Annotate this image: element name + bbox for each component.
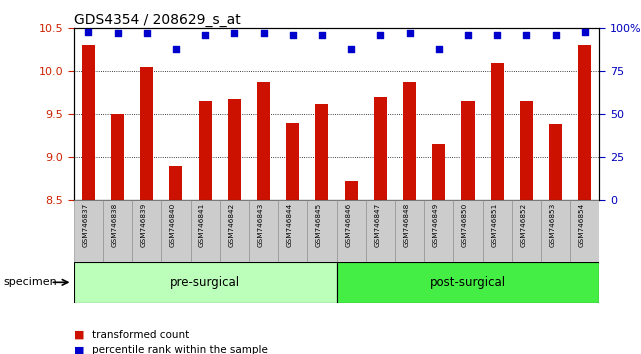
Point [492, 32, 503, 38]
Point [112, 31, 122, 36]
Point [83, 29, 94, 35]
Bar [162, 200, 190, 262]
Text: GSM746843: GSM746843 [258, 203, 263, 247]
Text: post-surgical: post-surgical [430, 276, 506, 289]
Bar [432, 144, 445, 200]
Bar [345, 181, 358, 200]
Text: GSM746851: GSM746851 [491, 203, 497, 247]
Point [288, 32, 298, 38]
Bar [453, 200, 483, 262]
Text: pre-surgical: pre-surgical [170, 276, 240, 289]
Point [317, 32, 327, 38]
Bar [337, 200, 366, 262]
Point [375, 32, 385, 38]
Text: GSM746838: GSM746838 [112, 203, 117, 247]
Point [200, 32, 210, 38]
Text: GSM746854: GSM746854 [579, 203, 585, 247]
Point [171, 46, 181, 52]
Bar [578, 45, 591, 200]
Bar [74, 200, 103, 262]
Text: GSM746849: GSM746849 [433, 203, 438, 247]
Point [521, 32, 531, 38]
Point [404, 31, 415, 36]
Point [579, 29, 590, 35]
Bar [570, 200, 599, 262]
Text: GSM746842: GSM746842 [228, 203, 235, 247]
Bar [337, 262, 599, 303]
Bar [483, 200, 512, 262]
Bar [132, 200, 162, 262]
Bar [395, 200, 424, 262]
Text: ■: ■ [74, 346, 84, 354]
Bar [512, 200, 541, 262]
Text: GSM746837: GSM746837 [82, 203, 88, 247]
Bar [257, 82, 270, 200]
Bar [190, 200, 220, 262]
Text: GSM746845: GSM746845 [316, 203, 322, 247]
Text: GDS4354 / 208629_s_at: GDS4354 / 208629_s_at [74, 13, 240, 27]
Bar [286, 123, 299, 200]
Bar [103, 200, 132, 262]
Text: GSM746853: GSM746853 [549, 203, 556, 247]
Point [551, 32, 561, 38]
Bar [82, 45, 95, 200]
Point [346, 46, 356, 52]
Point [433, 46, 444, 52]
Bar [549, 125, 562, 200]
Text: GSM746850: GSM746850 [462, 203, 468, 247]
Text: GSM746841: GSM746841 [199, 203, 205, 247]
Bar [366, 200, 395, 262]
Bar [199, 101, 212, 200]
Bar [140, 67, 153, 200]
Bar [74, 262, 337, 303]
Text: ■: ■ [74, 330, 84, 339]
Text: percentile rank within the sample: percentile rank within the sample [92, 346, 267, 354]
Text: GSM746839: GSM746839 [141, 203, 147, 247]
Point [463, 32, 473, 38]
Point [142, 31, 152, 36]
Bar [169, 166, 183, 200]
Bar [403, 82, 416, 200]
Text: GSM746844: GSM746844 [287, 203, 293, 247]
Bar [228, 99, 241, 200]
Bar [278, 200, 307, 262]
Bar [490, 63, 504, 200]
Bar [424, 200, 453, 262]
Bar [220, 200, 249, 262]
Point [229, 31, 240, 36]
Bar [374, 97, 387, 200]
Text: GSM746840: GSM746840 [170, 203, 176, 247]
Bar [315, 104, 328, 200]
Text: transformed count: transformed count [92, 330, 189, 339]
Text: GSM746846: GSM746846 [345, 203, 351, 247]
Text: GSM746852: GSM746852 [520, 203, 526, 247]
Bar [307, 200, 337, 262]
Bar [541, 200, 570, 262]
Text: specimen: specimen [3, 277, 57, 287]
Text: GSM746847: GSM746847 [374, 203, 380, 247]
Bar [520, 101, 533, 200]
Text: GSM746848: GSM746848 [404, 203, 410, 247]
Bar [462, 101, 474, 200]
Point [258, 31, 269, 36]
Bar [249, 200, 278, 262]
Bar [111, 114, 124, 200]
